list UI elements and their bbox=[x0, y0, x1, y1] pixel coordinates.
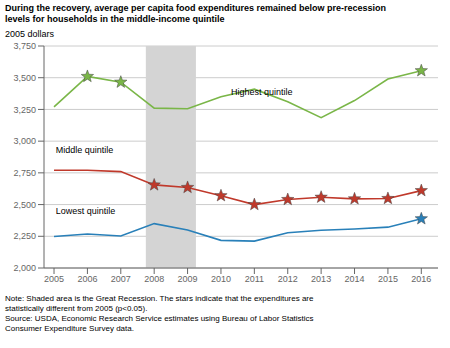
svg-text:Lowest quintile: Lowest quintile bbox=[56, 206, 116, 216]
svg-text:2012: 2012 bbox=[278, 274, 298, 284]
svg-text:2011: 2011 bbox=[245, 274, 264, 284]
svg-text:Highest quintile: Highest quintile bbox=[231, 87, 293, 97]
svg-text:2016: 2016 bbox=[411, 274, 431, 284]
svg-text:2005: 2005 bbox=[44, 274, 64, 284]
svg-text:Middle quintile: Middle quintile bbox=[56, 145, 114, 155]
html-text:Consumer Expenditure Survey da: Consumer Expenditure Survey data. bbox=[5, 324, 134, 333]
svg-text:2,500: 2,500 bbox=[13, 200, 36, 210]
svg-text:2,750: 2,750 bbox=[13, 168, 36, 178]
svg-text:2006: 2006 bbox=[77, 274, 97, 284]
html-text:statistically different from 2: statistically different from 2005 (p<0.0… bbox=[5, 304, 148, 313]
svg-text:3,250: 3,250 bbox=[13, 105, 36, 115]
svg-text:2007: 2007 bbox=[111, 274, 131, 284]
svg-text:2009: 2009 bbox=[178, 274, 198, 284]
svg-text:2013: 2013 bbox=[311, 274, 331, 284]
svg-text:2015: 2015 bbox=[378, 274, 398, 284]
html-text:2005 dollars: 2005 dollars bbox=[5, 29, 54, 39]
svg-text:2010: 2010 bbox=[211, 274, 231, 284]
svg-text:3,750: 3,750 bbox=[13, 41, 36, 51]
svg-text:2014: 2014 bbox=[345, 274, 365, 284]
svg-text:3,000: 3,000 bbox=[13, 136, 36, 146]
svg-text:2008: 2008 bbox=[144, 274, 164, 284]
html-text:Source: USDA, Economic Researc: Source: USDA, Economic Research Service … bbox=[5, 314, 314, 323]
html-text:Note: Shaded area is the Great: Note: Shaded area is the Great Recession… bbox=[5, 294, 314, 303]
svg-text:3,500: 3,500 bbox=[13, 73, 36, 83]
html-text:levels for households in the m: levels for households in the middle-inco… bbox=[5, 14, 225, 24]
svg-text:2,250: 2,250 bbox=[13, 231, 36, 241]
svg-text:2,000: 2,000 bbox=[13, 263, 36, 273]
html-text:During the recovery, average p: During the recovery, average per capita … bbox=[5, 3, 386, 13]
